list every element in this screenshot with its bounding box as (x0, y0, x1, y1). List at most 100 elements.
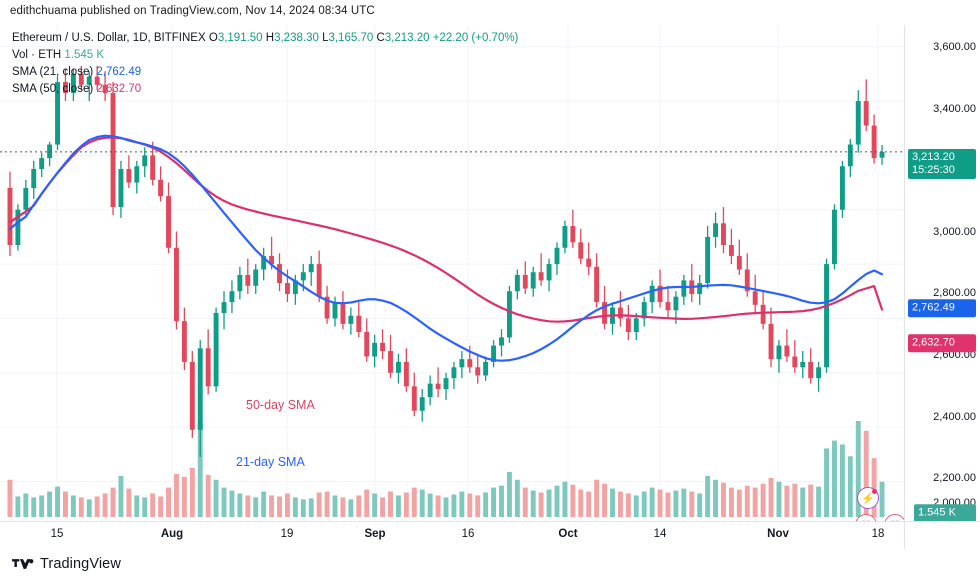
volume-bar (871, 458, 877, 517)
volume-bar (705, 475, 711, 517)
candle-body (324, 296, 330, 319)
volume-bar (150, 493, 156, 517)
candle-body (348, 315, 354, 324)
volume-bar (158, 496, 164, 517)
volume-bar (348, 499, 354, 517)
candle-body (443, 378, 449, 390)
volume-bar (610, 488, 615, 517)
time-tick-label: 19 (280, 528, 294, 540)
chart-plot-area[interactable] (0, 25, 904, 521)
volume-bar (681, 488, 687, 517)
volume-bar (435, 495, 441, 517)
time-tick-label: Oct (558, 528, 578, 540)
candle-body (292, 280, 298, 294)
volume-bar (102, 493, 108, 517)
candle-body (491, 345, 497, 362)
volume-bar (530, 490, 536, 517)
candle-body (181, 321, 187, 362)
tradingview-brand: TradingView (40, 556, 121, 572)
candle-body (863, 101, 869, 126)
candle-body (760, 304, 766, 324)
candle-body (697, 283, 703, 294)
volume-bar (284, 493, 290, 517)
volume-bar (562, 481, 568, 517)
volume-bar (792, 483, 798, 517)
candle-body (173, 247, 179, 322)
candle-body (364, 331, 370, 357)
candle-body (102, 84, 108, 93)
volume-bar (364, 489, 370, 517)
candle-body (411, 386, 417, 411)
candle-body (538, 272, 544, 281)
candle-body (728, 245, 734, 256)
volume-bar (499, 485, 504, 517)
price-tick-label: 2,800.00 (933, 287, 976, 299)
candle-body (483, 361, 489, 376)
candle-body (245, 274, 251, 286)
volume-bar (736, 489, 742, 517)
price-scale[interactable]: 3,600.00 3,400.00 3,000.00 2,800.00 2,600.00… (904, 25, 980, 522)
volume-bar (594, 479, 600, 517)
time-scale[interactable]: 15 Aug 19 Sep 16 Oct 14 Nov 18 (0, 521, 904, 549)
candle-body (94, 76, 100, 85)
time-tick-label: Nov (767, 528, 789, 540)
footer-branding: TradingView (12, 556, 121, 572)
volume-bar (538, 492, 544, 517)
volume-bar (261, 491, 267, 517)
candle-body (839, 166, 845, 210)
candle-body (189, 361, 195, 430)
volume-bar (839, 444, 845, 517)
volume-bar (292, 497, 298, 517)
candle-body (78, 73, 84, 85)
volume-bar (213, 479, 219, 517)
candle-body (847, 144, 853, 167)
volume-bar (237, 493, 243, 517)
volume-bar (70, 495, 76, 517)
candle-body (467, 359, 473, 368)
price-tick-label: 3,400.00 (933, 103, 976, 115)
volume-bar (39, 495, 45, 517)
earnings-event-icon[interactable]: ⚡ (857, 487, 879, 509)
candle-body (340, 302, 346, 324)
candle-body (617, 307, 623, 319)
volume-bar (380, 497, 386, 517)
volume-bar (63, 491, 68, 517)
candle-body (70, 73, 76, 93)
time-tick-label: 14 (653, 528, 667, 540)
candle-body (63, 82, 68, 93)
price-tick-label: 3,000.00 (933, 226, 976, 238)
candle-body (158, 179, 164, 197)
candle-body (713, 223, 719, 237)
volume-bar (300, 499, 306, 517)
candle-body (221, 302, 227, 313)
time-tick-label: 16 (461, 528, 475, 540)
candle-body (15, 209, 21, 246)
candle-body (332, 302, 338, 319)
volume-bar (879, 481, 885, 517)
candle-body (356, 315, 362, 332)
candle-body (824, 264, 829, 368)
volume-bar (784, 485, 790, 517)
candle-body (403, 361, 409, 387)
candle-body (459, 359, 465, 368)
candlesticks (7, 65, 885, 457)
candle-body (427, 383, 433, 398)
volume-bar (459, 491, 465, 517)
volume-bar (221, 487, 227, 517)
volume-bar (142, 497, 148, 517)
candle-body (871, 125, 877, 159)
candle-body (284, 283, 290, 294)
volume-bar (94, 496, 100, 517)
volume-bar (625, 493, 631, 517)
volume-bar (617, 491, 623, 517)
volume-bar (491, 487, 497, 517)
volume-bar (443, 497, 449, 517)
volume-bar (776, 481, 782, 517)
candle-body (530, 272, 536, 289)
volume-bar (118, 475, 124, 517)
volume-bar (721, 482, 726, 517)
candle-body (39, 158, 45, 169)
candle-body (744, 269, 750, 292)
candle-body (269, 255, 275, 265)
